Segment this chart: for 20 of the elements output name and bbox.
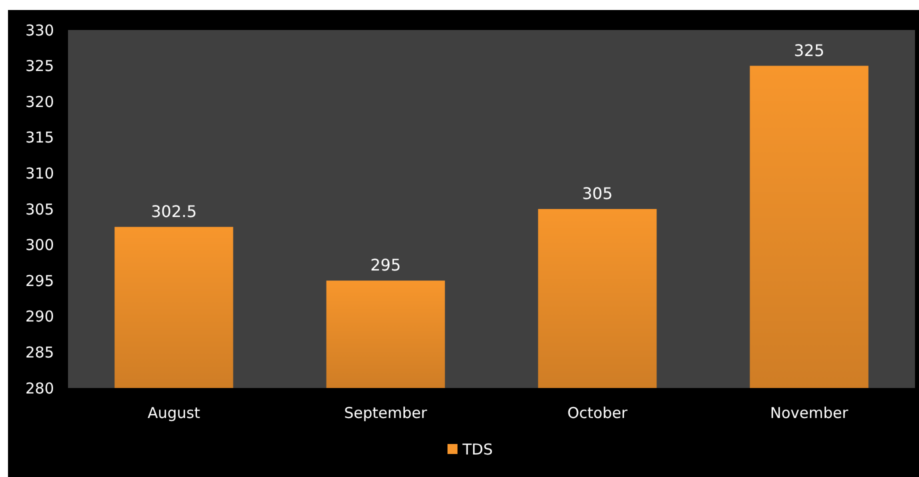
x-tick-label: November: [770, 404, 849, 422]
x-tick-label: August: [148, 404, 200, 422]
data-label: 295: [370, 256, 401, 275]
legend-label: TDS: [462, 440, 493, 458]
y-tick-label: 280: [25, 379, 54, 398]
y-tick-label: 325: [25, 57, 54, 76]
y-tick-label: 320: [25, 92, 54, 111]
y-tick-label: 300: [25, 236, 54, 254]
data-label: 305: [582, 184, 613, 203]
y-tick-label: 295: [25, 272, 54, 290]
x-tick-label: October: [567, 404, 628, 422]
y-tick-label: 315: [25, 128, 54, 147]
y-tick-label: 305: [25, 200, 54, 218]
y-tick-label: 330: [25, 21, 54, 40]
y-tick-label: 290: [25, 308, 54, 326]
y-tick-label: 310: [25, 164, 54, 182]
x-tick-label: September: [344, 404, 428, 422]
data-label: 325: [794, 40, 824, 60]
data-label: 302.5: [150, 202, 197, 221]
y-tick-label: 285: [25, 343, 54, 362]
